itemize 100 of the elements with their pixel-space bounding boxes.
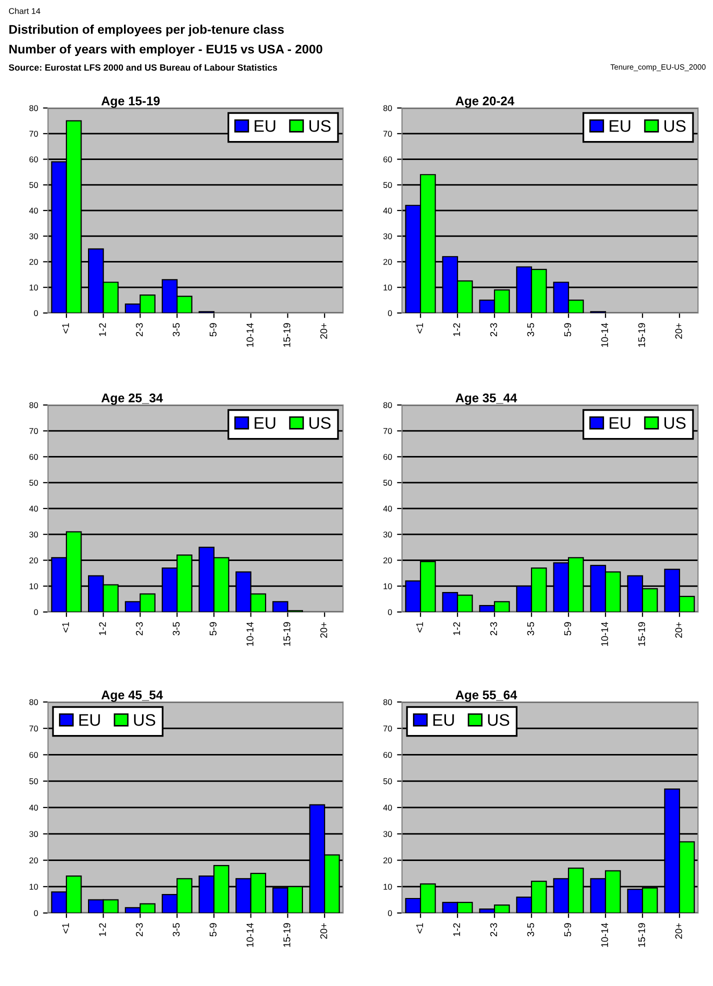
y-tick-label: 40 <box>29 804 38 811</box>
chart-title: Age 35_44 <box>456 393 518 405</box>
x-tick-label: 20+ <box>320 323 328 339</box>
x-tick-label: 3-5 <box>527 923 534 936</box>
y-tick-label: 0 <box>34 910 38 916</box>
x-tick-label: 2-3 <box>136 923 143 936</box>
x-tick-label: 5-9 <box>564 323 572 336</box>
y-tick-label: 60 <box>383 752 392 758</box>
y-tick-label: 80 <box>383 402 392 408</box>
x-tick-label: 1-2 <box>453 323 460 336</box>
x-tick-label: <1 <box>416 622 424 632</box>
y-tick-label: 50 <box>383 182 392 188</box>
chart-subtitle: Distribution of employees per job-tenure class <box>9 24 284 36</box>
y-tick-label: 80 <box>29 402 38 408</box>
y-tick-label: 80 <box>29 105 38 112</box>
y-tick-label: 30 <box>29 233 38 240</box>
y-tick-label: 10 <box>30 884 38 890</box>
x-tick-label: 10-14 <box>246 923 254 947</box>
x-tick-label: 20+ <box>320 923 328 939</box>
y-tick-label: 0 <box>388 910 392 916</box>
x-tick-label: <1 <box>62 622 69 632</box>
x-tick-label: 2-3 <box>136 622 143 636</box>
x-tick-label: 5-9 <box>210 622 217 636</box>
y-tick-label: 40 <box>383 506 392 512</box>
x-tick-label: <1 <box>416 323 424 334</box>
y-tick-label: 50 <box>29 778 38 784</box>
x-tick-label: 1-2 <box>453 622 460 636</box>
y-tick-label: 40 <box>29 208 38 214</box>
legend-label: US <box>309 120 331 132</box>
x-tick-label: 1-2 <box>99 923 106 936</box>
legend-label: US <box>664 120 686 132</box>
x-tick-label: 1-2 <box>99 622 106 636</box>
x-tick-label: 20+ <box>675 622 682 638</box>
y-tick-label: 0 <box>34 310 38 316</box>
y-tick-label: 20 <box>29 258 38 265</box>
text: Number of years with employer - EU15 vs USA - 2000 <box>9 44 322 56</box>
y-tick-label: 50 <box>383 480 392 486</box>
x-tick-label: 10-14 <box>601 622 608 646</box>
y-tick-label: 80 <box>383 699 392 706</box>
x-tick-label: 2-3 <box>490 622 498 636</box>
x-tick-label: 3-5 <box>172 323 180 336</box>
y-tick-label: 70 <box>29 428 38 434</box>
y-tick-label: 0 <box>34 609 38 616</box>
x-tick-label: 1-2 <box>99 323 106 336</box>
legend-label: US <box>488 714 510 726</box>
chart-title: Age 45_54 <box>101 690 163 702</box>
x-tick-label: 1-2 <box>453 923 460 936</box>
x-tick-label: 20+ <box>675 323 682 339</box>
y-tick-label: 10 <box>30 583 38 590</box>
y-tick-label: 70 <box>29 130 38 137</box>
y-tick-label: 30 <box>29 532 38 538</box>
x-tick-label: 15-19 <box>283 323 290 347</box>
chart-title: Age 25_34 <box>101 393 163 405</box>
y-tick-label: 70 <box>383 726 392 732</box>
legend-label: US <box>134 714 156 726</box>
y-tick-label: 70 <box>383 130 392 137</box>
x-tick-label: 10-14 <box>246 323 254 347</box>
y-tick-label: 0 <box>388 310 392 316</box>
source-note: Source: Eurostat LFS 2000 and US Bureau of Labour Statistics <box>8 64 278 71</box>
legend-label: EU <box>433 714 454 726</box>
x-tick-label: 5-9 <box>564 923 572 936</box>
y-tick-label: 40 <box>29 506 38 512</box>
legend-label: EU <box>610 417 630 429</box>
y-tick-label: 60 <box>383 454 392 460</box>
y-tick-label: 60 <box>383 156 392 162</box>
y-tick-label: 40 <box>383 804 392 811</box>
x-tick-label: 3-5 <box>527 622 534 636</box>
x-tick-label: 5-9 <box>210 323 217 336</box>
y-tick-label: 20 <box>29 857 38 864</box>
y-tick-label: 20 <box>383 857 392 864</box>
legend-label: EU <box>254 120 276 132</box>
x-tick-label: <1 <box>416 923 424 934</box>
y-tick-label: 60 <box>29 752 38 758</box>
x-tick-label: 5-9 <box>564 622 572 636</box>
x-tick-label: 15-19 <box>638 622 646 646</box>
x-tick-label: 10-14 <box>246 622 254 646</box>
y-tick-label: 10 <box>384 884 392 890</box>
y-tick-label: 50 <box>29 480 38 486</box>
x-tick-label: 5-9 <box>210 923 217 936</box>
x-tick-label: 2-3 <box>490 323 498 336</box>
x-tick-label: 3-5 <box>172 923 180 936</box>
y-tick-label: 70 <box>383 428 392 434</box>
y-tick-label: 30 <box>29 831 38 837</box>
x-tick-label: <1 <box>62 323 69 334</box>
legend-label: US <box>664 417 686 429</box>
legend-label: EU <box>254 417 276 429</box>
x-tick-label: 2-3 <box>490 923 498 936</box>
y-tick-label: 30 <box>383 233 392 240</box>
y-tick-label: 0 <box>388 609 392 616</box>
x-tick-label: 15-19 <box>283 923 290 947</box>
y-tick-label: 10 <box>384 284 392 290</box>
y-tick-label: 30 <box>383 831 392 837</box>
y-tick-label: 80 <box>383 105 392 112</box>
x-tick-label: 2-3 <box>136 323 143 336</box>
y-tick-label: 10 <box>30 284 38 290</box>
x-tick-label: <1 <box>62 923 69 934</box>
legend-label: US <box>309 417 331 429</box>
y-tick-label: 80 <box>29 699 38 706</box>
y-tick-label: 60 <box>29 454 38 460</box>
y-tick-label: 30 <box>383 532 392 538</box>
